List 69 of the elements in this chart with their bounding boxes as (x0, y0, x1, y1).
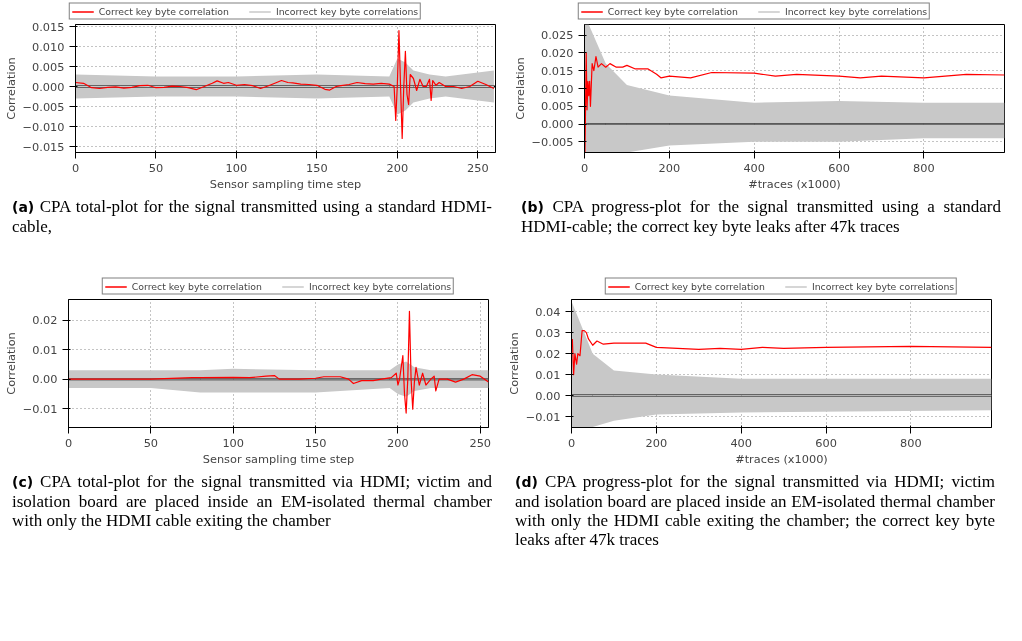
y-tick-label: 0.02 (535, 346, 561, 361)
y-tick-label: 0.01 (535, 367, 561, 382)
legend-label: Correct key byte correlation (98, 5, 229, 17)
y-axis-title: Correlation (512, 57, 527, 120)
y-tick-label: −0.01 (525, 409, 561, 424)
y-tick-label: −0.015 (22, 139, 65, 154)
x-axis-title: #traces (x1000) (748, 176, 841, 191)
y-tick-label: 0.03 (535, 325, 561, 340)
y-tick-label: 0.010 (541, 81, 574, 96)
x-tick-label: 250 (469, 435, 492, 450)
x-tick-label: 400 (743, 160, 766, 175)
y-axis-title: Correlation (506, 332, 521, 395)
x-tick-label: 200 (387, 435, 409, 450)
y-tick-label: 0.02 (32, 313, 58, 328)
line-series (571, 329, 992, 376)
y-tick-label: 0.015 (541, 63, 574, 78)
y-tick-label: 0.00 (535, 388, 561, 403)
y-tick-label: 0.01 (32, 342, 58, 357)
x-tick-label: 0 (580, 160, 589, 175)
x-axis-title: Sensor sampling time step (202, 451, 355, 466)
y-axis-title: Correlation (3, 57, 18, 120)
y-tick-label: 0.005 (541, 99, 574, 114)
legend-label: Correct key byte correlation (607, 5, 738, 17)
text: (c) CPA total-plot for the signal transmitted via HDMI; victim and isolation board are placed inside an EM-isolated thermal chamber with only the HDMI cable exiting the chamber (12, 472, 492, 530)
text: (d) CPA progress-plot for the signal transmitted via HDMI; victim and isolation board are placed inside an EM-isolated thermal chamber with only the HDMI cable exiting the chamber; the correct key byte leaks after 47k traces (515, 472, 995, 549)
legend-label: Correct key byte correlation (634, 280, 765, 292)
text: (a) CPA total-plot for the signal transmitted using a standard HDMI-cable, (12, 197, 492, 236)
y-tick-label: 0.000 (32, 79, 65, 94)
legend-label: Incorrect key byte correlations (308, 280, 452, 292)
x-axis-title: Sensor sampling time step (209, 176, 362, 191)
legend-label: Incorrect key byte correlations (811, 280, 955, 292)
text: (b) CPA progress-plot for the signal transmitted using a standard HDMI-cable; the correct key byte leaks after 47k traces (521, 197, 1001, 236)
line-series (75, 29, 495, 140)
y-tick-label: −0.01 (22, 401, 58, 416)
x-axis-title: #traces (x1000) (735, 451, 828, 466)
y-tick-label: 0.00 (32, 372, 58, 387)
x-tick-label: 0 (71, 160, 80, 175)
y-tick-label: 0.04 (535, 304, 561, 319)
x-tick-label: 800 (913, 160, 935, 175)
x-tick-label: 150 (304, 435, 327, 450)
x-tick-label: 250 (466, 160, 489, 175)
y-tick-label: 0.015 (32, 19, 65, 34)
legend-label: Incorrect key byte correlations (784, 5, 928, 17)
y-tick-label: 0.025 (541, 28, 574, 43)
x-tick-label: 0 (567, 435, 576, 450)
x-tick-label: 100 (222, 435, 245, 450)
y-tick-label: −0.010 (22, 119, 65, 134)
y-tick-label: 0.000 (541, 117, 574, 132)
x-tick-label: 600 (815, 435, 837, 450)
x-tick-label: 200 (386, 160, 409, 175)
x-tick-label: 50 (148, 160, 164, 175)
y-axis-title: Correlation (3, 332, 18, 395)
x-tick-label: 600 (828, 160, 850, 175)
legend-label: Correct key byte correlation (131, 280, 262, 292)
x-tick-label: 200 (645, 435, 668, 450)
y-tick-label: 0.005 (32, 59, 65, 74)
x-tick-label: 200 (658, 160, 681, 175)
y-tick-label: −0.005 (22, 99, 65, 114)
x-tick-label: 800 (900, 435, 922, 450)
y-tick-label: −0.005 (531, 134, 574, 149)
x-tick-label: 400 (730, 435, 753, 450)
x-tick-label: 0 (64, 435, 73, 450)
legend-label: Incorrect key byte correlations (275, 5, 419, 17)
y-tick-label: 0.020 (541, 45, 574, 60)
y-tick-label: 0.010 (32, 39, 65, 54)
x-tick-label: 100 (225, 160, 248, 175)
line-series (68, 310, 489, 414)
x-tick-label: 50 (143, 435, 159, 450)
x-tick-label: 150 (306, 160, 328, 175)
